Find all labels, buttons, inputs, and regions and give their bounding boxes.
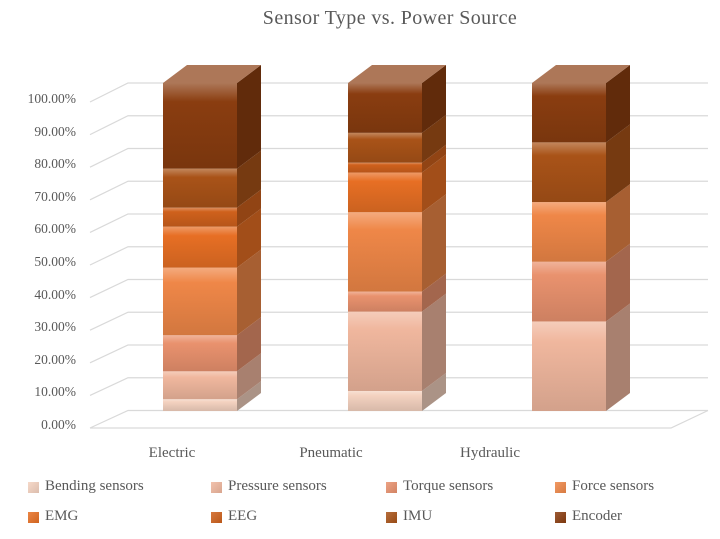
legend-label: EEG bbox=[228, 508, 258, 524]
legend-item-force-sensors: Force sensors bbox=[555, 478, 654, 495]
y-axis-tick-label: 0.00% bbox=[41, 417, 76, 432]
legend-label: Force sensors bbox=[572, 478, 655, 494]
legend-swatch-icon bbox=[211, 481, 222, 493]
legend-item-torque-sensors: Torque sensors bbox=[386, 478, 493, 495]
category-label-hydraulic: Hydraulic bbox=[460, 445, 520, 461]
legend-item-pressure-sensors: Pressure sensors bbox=[211, 478, 327, 495]
legend-item-eeg: EEG bbox=[211, 508, 257, 525]
legend-item-imu: IMU bbox=[386, 508, 432, 525]
y-axis-tick-label: 80.00% bbox=[34, 156, 76, 172]
legend-swatch-icon bbox=[211, 511, 222, 523]
category-label-pneumatic: Pneumatic bbox=[299, 445, 363, 461]
legend-label: IMU bbox=[403, 508, 433, 524]
gridlines bbox=[89, 82, 709, 429]
y-axis-tick-label: 50.00% bbox=[34, 254, 76, 269]
legend-swatch-icon bbox=[386, 481, 397, 493]
bar-hydraulic bbox=[532, 65, 630, 411]
y-axis-tick-label: 20.00% bbox=[34, 351, 76, 367]
legend-label: Encoder bbox=[572, 508, 622, 524]
legend-swatch-icon bbox=[28, 511, 39, 523]
y-axis-tick-label: 60.00% bbox=[34, 221, 76, 237]
legend-swatch-icon bbox=[555, 481, 566, 493]
y-axis-tick-label: 70.00% bbox=[34, 188, 76, 204]
y-axis-tick-label: 90.00% bbox=[34, 123, 76, 139]
legend-item-emg: EMG bbox=[28, 508, 78, 525]
legend-swatch-icon bbox=[555, 511, 566, 523]
legend-swatch-icon bbox=[386, 511, 397, 523]
legend-swatch-icon bbox=[28, 481, 39, 493]
y-axis-tick-label: 40.00% bbox=[34, 286, 76, 302]
legend-item-bending-sensors: Bending sensors bbox=[28, 478, 144, 495]
legend-label: Torque sensors bbox=[403, 478, 494, 494]
legend-item-encoder: Encoder bbox=[555, 508, 622, 525]
legend-label: Pressure sensors bbox=[228, 478, 327, 494]
y-axis-tick-label: 10.00% bbox=[34, 384, 76, 400]
bar-electric bbox=[163, 65, 261, 411]
category-label-electric: Electric bbox=[148, 445, 196, 461]
legend-label: EMG bbox=[45, 508, 79, 524]
y-axis-tick-label: 100.00% bbox=[27, 91, 76, 106]
y-axis-tick-label: 30.00% bbox=[34, 319, 76, 335]
bar-pneumatic bbox=[348, 65, 446, 411]
legend-label: Bending sensors bbox=[45, 478, 144, 494]
chart-title: Sensor Type vs. Power Source bbox=[262, 7, 518, 29]
